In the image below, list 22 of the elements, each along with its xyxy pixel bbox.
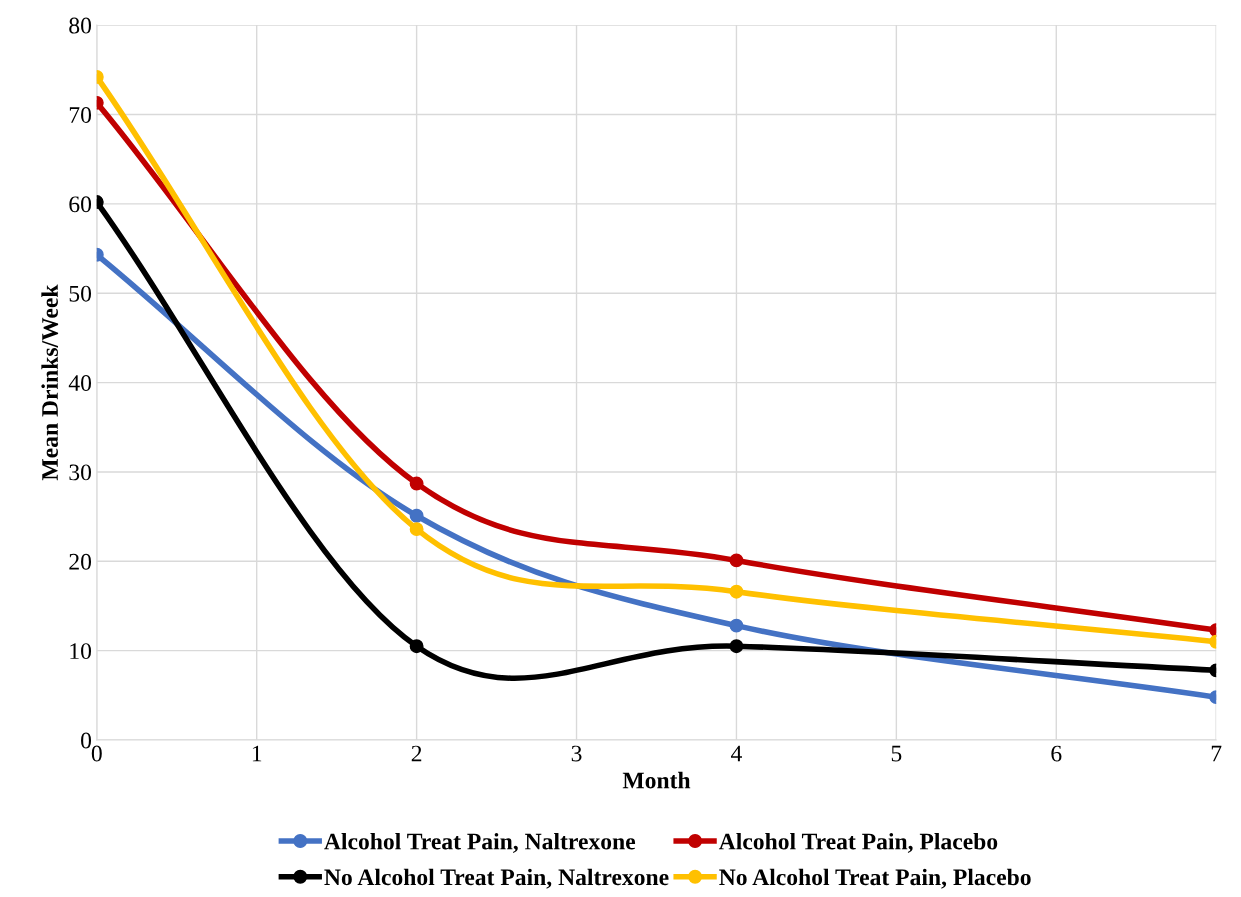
legend-label: No Alcohol Treat Pain, Naltrexone bbox=[324, 868, 669, 889]
y-tick-label: 40 bbox=[68, 375, 92, 391]
y-axis-title: Mean Drinks/Week bbox=[41, 284, 59, 481]
y-tick-label: 30 bbox=[69, 464, 92, 481]
x-tick-label: 7 bbox=[1211, 745, 1222, 762]
y-tick-label: 80 bbox=[69, 17, 92, 34]
x-tick-label: 4 bbox=[731, 745, 742, 762]
y-tick-label: 10 bbox=[70, 643, 92, 660]
x-tick-label: 6 bbox=[1051, 745, 1062, 762]
legend-label: No Alcohol Treat Pain, Placebo bbox=[719, 868, 1031, 889]
y-tick-label: 70 bbox=[69, 106, 92, 123]
y-tick-label: 60 bbox=[69, 196, 92, 213]
y-tick-label: 20 bbox=[69, 553, 92, 570]
y-tick-label: 0 bbox=[81, 732, 92, 749]
x-tick-label: 1 bbox=[252, 745, 262, 762]
legend-label: Alcohol Treat Pain, Placebo bbox=[718, 832, 998, 853]
legend-label: Alcohol Treat Pain, Naltrexone bbox=[324, 832, 636, 853]
x-tick-label: 2 bbox=[411, 745, 422, 762]
x-tick-label: 5 bbox=[891, 745, 902, 762]
x-tick-label: 3 bbox=[571, 745, 582, 762]
x-axis-title: Month bbox=[622, 771, 691, 789]
y-tick-label: 50 bbox=[69, 285, 92, 302]
